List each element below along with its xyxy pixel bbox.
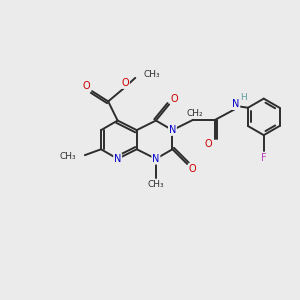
Text: O: O [205, 139, 212, 149]
Text: N: N [232, 99, 239, 109]
Text: O: O [171, 94, 178, 104]
Text: CH₂: CH₂ [186, 109, 203, 118]
Text: CH₃: CH₃ [60, 152, 76, 161]
Text: N: N [152, 154, 160, 164]
Text: O: O [189, 164, 196, 174]
Text: N: N [114, 154, 121, 164]
Text: CH₃: CH₃ [148, 180, 164, 189]
Text: CH₃: CH₃ [143, 70, 160, 80]
Text: O: O [83, 81, 91, 91]
Text: O: O [122, 78, 129, 88]
Text: F: F [261, 153, 267, 163]
Text: N: N [169, 125, 176, 135]
Text: H: H [240, 93, 247, 102]
